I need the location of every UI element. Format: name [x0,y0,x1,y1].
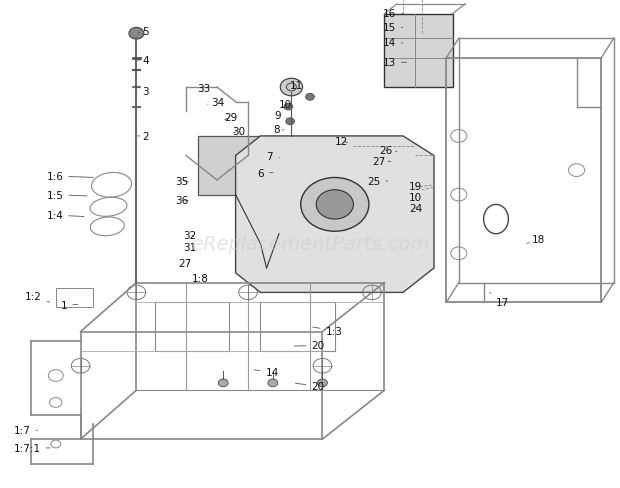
Text: 2: 2 [138,132,149,142]
Text: 5: 5 [138,27,149,37]
Text: 1:7:1: 1:7:1 [14,443,50,453]
Text: 30: 30 [232,127,246,137]
Text: 1:6: 1:6 [46,172,94,182]
Text: 10: 10 [409,193,422,203]
Text: 1:5: 1:5 [46,190,87,200]
Text: 33: 33 [197,84,210,94]
Text: 19: 19 [409,182,422,191]
Circle shape [284,104,293,111]
Circle shape [286,119,294,125]
Bar [56,288,93,307]
Text: 14: 14 [383,38,403,48]
Text: eReplacementParts.com: eReplacementParts.com [191,235,429,253]
Text: 14: 14 [254,367,278,377]
Text: 4: 4 [138,56,149,66]
Text: 24: 24 [409,204,422,214]
Text: 16: 16 [383,9,403,19]
Text: 20: 20 [295,382,324,391]
Text: 15: 15 [383,23,403,33]
Text: 20: 20 [294,341,324,350]
Text: 8: 8 [273,124,284,134]
Circle shape [306,94,314,101]
Text: 7: 7 [267,152,280,162]
Circle shape [280,79,303,97]
Polygon shape [236,137,434,293]
Text: 1: 1 [61,300,78,310]
Circle shape [129,28,144,40]
Text: 1:4: 1:4 [46,211,84,221]
Text: 13: 13 [383,58,407,67]
Circle shape [301,178,369,232]
Text: 17: 17 [490,293,509,307]
Text: 27: 27 [179,259,192,268]
Text: 18: 18 [527,234,545,244]
Text: 10: 10 [279,100,292,110]
Text: 1:7: 1:7 [14,426,38,435]
Circle shape [218,379,228,387]
Text: 35: 35 [175,177,188,186]
Text: 1:2: 1:2 [25,292,50,303]
Text: 12: 12 [335,137,348,146]
Circle shape [317,379,327,387]
Circle shape [316,190,353,220]
Text: 31: 31 [183,243,196,253]
Bar [198,137,273,195]
Text: 34: 34 [208,98,224,107]
Text: 27: 27 [372,157,391,167]
Text: 6: 6 [257,168,273,178]
Text: 36: 36 [175,196,188,206]
Polygon shape [384,15,453,88]
Text: 11: 11 [290,81,303,90]
Text: 26: 26 [379,145,397,155]
Text: 1:3: 1:3 [312,326,342,336]
Text: 9: 9 [274,111,286,121]
Text: 32: 32 [183,230,196,240]
Text: 25: 25 [367,177,388,186]
Text: 1:8: 1:8 [192,273,209,283]
Circle shape [268,379,278,387]
Text: 3: 3 [138,87,149,97]
Text: 29: 29 [224,113,237,123]
